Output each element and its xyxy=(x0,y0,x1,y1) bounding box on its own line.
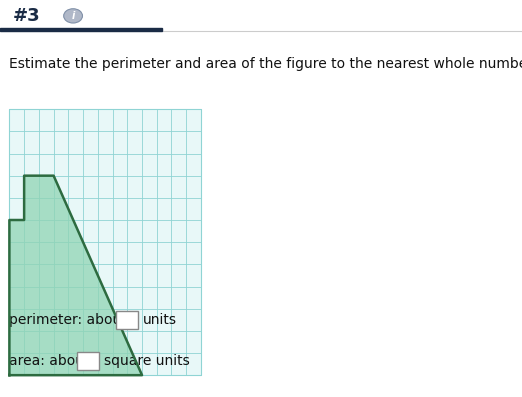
Bar xyxy=(116,310,138,329)
Polygon shape xyxy=(9,175,142,375)
Text: #3: #3 xyxy=(13,7,40,25)
Text: units: units xyxy=(143,312,177,327)
Bar xyxy=(9,109,201,375)
Text: perimeter: about: perimeter: about xyxy=(9,312,127,327)
Text: square units: square units xyxy=(104,354,189,368)
Text: i: i xyxy=(72,11,75,21)
Bar xyxy=(0,28,162,31)
Text: area: about: area: about xyxy=(9,354,90,368)
Circle shape xyxy=(64,9,82,23)
Text: Estimate the perimeter and area of the figure to the nearest whole number.: Estimate the perimeter and area of the f… xyxy=(9,56,522,71)
Bar xyxy=(77,353,99,370)
